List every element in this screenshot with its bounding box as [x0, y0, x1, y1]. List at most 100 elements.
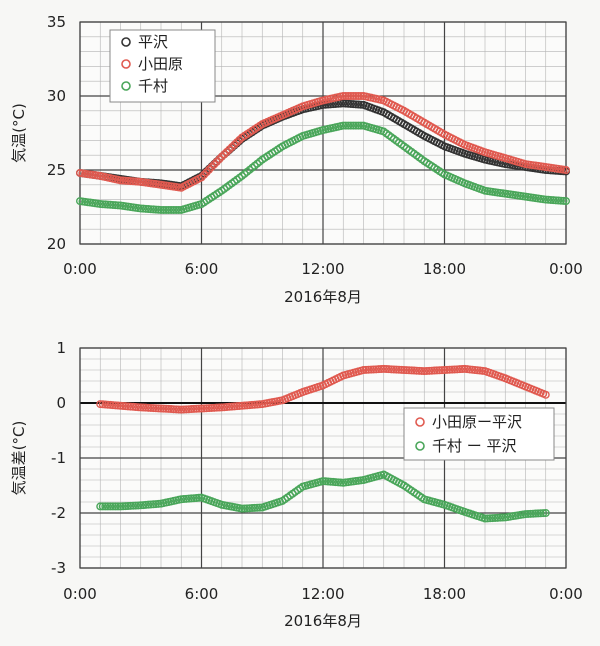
data-point: [344, 91, 353, 100]
data-point: [448, 365, 457, 374]
data-point: [113, 502, 122, 511]
y-axis-label: 気温差(°C): [10, 421, 28, 496]
data-point: [346, 121, 355, 130]
series-2: [75, 91, 571, 192]
data-point: [172, 205, 181, 214]
data-point: [124, 501, 133, 510]
data-point: [187, 405, 196, 414]
data-point: [126, 501, 135, 510]
data-point: [536, 509, 545, 518]
data-point: [134, 501, 143, 510]
data-point: [103, 502, 112, 511]
data-point: [172, 405, 181, 414]
data-point: [491, 513, 500, 522]
data-point: [108, 200, 117, 209]
data-point: [101, 200, 110, 209]
data-point: [496, 513, 505, 522]
data-point: [167, 405, 176, 414]
y-tick-label: 25: [47, 161, 66, 179]
data-point: [151, 205, 160, 214]
data-point: [146, 205, 155, 214]
data-point: [344, 99, 353, 108]
data-point: [194, 404, 203, 413]
data-point: [197, 404, 206, 413]
data-point: [339, 99, 348, 108]
data-point: [524, 509, 533, 518]
x-tick-label: 18:00: [423, 585, 466, 603]
data-point: [432, 366, 441, 375]
data-point: [253, 503, 262, 512]
data-point: [362, 365, 371, 374]
data-point: [119, 176, 128, 185]
x-tick-label: 12:00: [301, 585, 344, 603]
data-point: [498, 513, 507, 522]
legend-marker: [121, 37, 131, 47]
data-point: [250, 503, 259, 512]
data-point: [387, 365, 396, 374]
data-point: [374, 365, 383, 374]
data-point: [377, 365, 386, 374]
data-point: [162, 205, 171, 214]
data-point: [182, 405, 191, 414]
data-point: [149, 404, 158, 413]
data-point: [144, 403, 153, 412]
data-point: [339, 91, 348, 100]
x-tick-label: 0:00: [63, 585, 97, 603]
y-tick-label: 35: [47, 13, 66, 31]
data-point: [119, 502, 128, 511]
legend-label: 千村 ー 平沢: [432, 437, 517, 455]
data-point: [113, 201, 122, 210]
data-point: [189, 404, 198, 413]
data-point: [177, 405, 186, 414]
x-axis-label: 2016年8月: [284, 288, 362, 306]
data-point: [430, 366, 439, 375]
data-point: [493, 513, 502, 522]
data-point: [103, 200, 112, 209]
data-point: [521, 510, 530, 519]
data-point: [146, 403, 155, 412]
chart-1: 0:00 6:00 12:00 18:00 0:00 20 25 30 35 2016年8月 気温(…: [10, 13, 583, 306]
data-point: [131, 177, 140, 186]
data-point: [349, 121, 358, 130]
data-point: [179, 405, 188, 414]
data-point: [96, 200, 105, 209]
data-point: [141, 403, 150, 412]
data-point: [174, 405, 183, 414]
data-point: [349, 91, 358, 100]
data-point: [212, 403, 221, 412]
data-point: [169, 405, 178, 414]
data-point: [450, 365, 459, 374]
data-point: [200, 404, 209, 413]
legend-marker: [415, 417, 425, 427]
legend-box: [403, 407, 555, 461]
data-point: [488, 514, 497, 523]
data-point: [349, 100, 358, 109]
legend-label: 小田原: [138, 55, 183, 73]
data-point: [382, 365, 391, 374]
data-point: [159, 205, 168, 214]
data-point: [108, 502, 117, 511]
data-point: [243, 504, 252, 513]
data-point: [354, 100, 363, 109]
data-point: [425, 366, 434, 375]
data-point: [96, 502, 105, 511]
series-2: [96, 470, 550, 523]
data-point: [364, 365, 373, 374]
data-point: [341, 91, 350, 100]
data-point: [164, 205, 173, 214]
data-point: [369, 365, 378, 374]
data-point: [367, 365, 376, 374]
data-point: [248, 504, 257, 513]
data-point: [101, 502, 110, 511]
data-point: [245, 504, 254, 513]
plot-frame: [79, 21, 567, 245]
data-point: [341, 99, 350, 108]
data-point: [544, 195, 553, 204]
data-point: [541, 195, 550, 204]
data-point: [481, 514, 490, 523]
data-point: [422, 366, 431, 375]
series-1: [96, 364, 550, 414]
data-point: [205, 404, 214, 413]
data-point: [237, 504, 246, 513]
